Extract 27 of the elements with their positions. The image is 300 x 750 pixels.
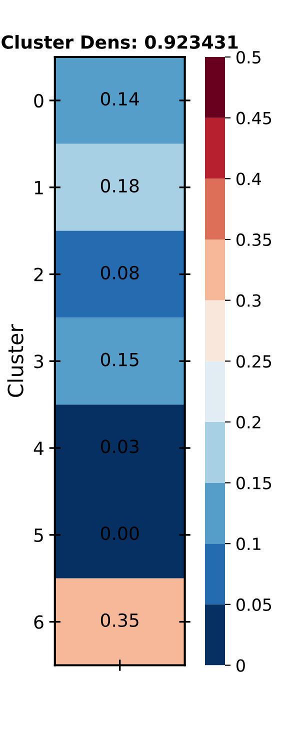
data-label: 0.08 [100,266,139,280]
data-label: 0.35 [100,613,138,628]
color-bar-label: 0.1 [236,538,260,550]
color-bar-label: 0.15 [236,476,272,490]
data-label: 0.03 [100,440,139,454]
y-tick-label: 3 [34,354,44,368]
color-bar-label: 0.05 [236,598,272,611]
color-bar-label: 0.25 [236,355,272,368]
color-bar-label: 0.5 [236,50,260,64]
color-bar-label: 0.45 [236,112,272,124]
y-tick-label: 4 [34,442,44,455]
data-label: 0.00 [100,526,139,540]
y-tick-label: 5 [34,528,43,542]
data-label: 0.15 [100,352,138,366]
y-tick-label: 0 [34,94,44,108]
y-tick-label: 1 [34,181,43,194]
data-label: 0.18 [100,178,139,193]
data-label: 0.14 [100,92,139,106]
color-bar-label: 0.2 [236,416,260,429]
y-axis-title: Cluster [7,324,24,397]
chart-title: Cluster Dens: 0.923431 [2,34,238,49]
color-bar-label: 0 [236,659,245,672]
color-bar-label: 0.4 [236,172,261,186]
color-bar-label: 0.3 [236,294,261,307]
y-tick-label: 6 [34,615,44,629]
y-tick-label: 2 [34,268,43,282]
color-bar-label: 0.35 [236,233,272,246]
